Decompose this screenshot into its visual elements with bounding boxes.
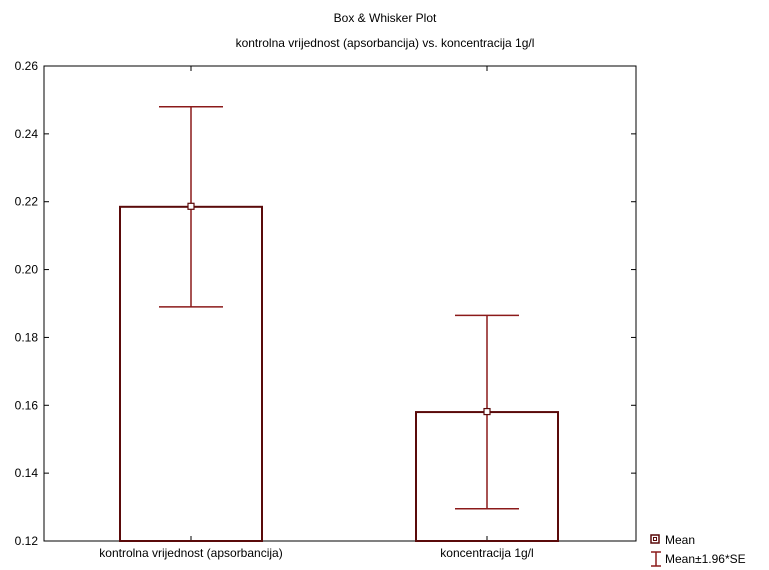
x-category-label: koncentracija 1g/l <box>440 546 533 560</box>
y-tick-label: 0.12 <box>15 534 39 548</box>
plot-frame <box>43 65 637 542</box>
chart-subtitle: kontrolna vrijednost (apsorbancija) vs. … <box>236 36 535 50</box>
legend-se-label: Mean±1.96*SE <box>665 552 746 566</box>
mean-square-icon-inner <box>653 537 657 541</box>
y-tick-label: 0.20 <box>15 263 39 277</box>
y-axis: 0.12 0.14 0.16 0.18 0.20 0.22 0.24 0.26 <box>15 59 636 548</box>
y-tick-label: 0.24 <box>15 127 39 141</box>
mean-marker <box>187 202 195 210</box>
x-axis: kontrolna vrijednost (apsorbancija) konce… <box>99 66 534 560</box>
legend-mean-label: Mean <box>665 533 695 547</box>
mean-square-icon <box>650 534 660 544</box>
x-category-label: kontrolna vrijednost (apsorbancija) <box>99 546 282 560</box>
y-tick-label: 0.22 <box>15 195 39 209</box>
y-tick-label: 0.16 <box>15 398 39 412</box>
chart-title: Box & Whisker Plot <box>334 11 437 25</box>
y-tick-label: 0.14 <box>15 466 39 480</box>
y-tick-label: 0.26 <box>15 59 39 73</box>
legend: Mean Mean±1.96*SE <box>650 533 746 567</box>
mean-marker <box>483 407 491 416</box>
boxes <box>119 105 559 543</box>
y-tick-label: 0.18 <box>15 330 39 344</box>
